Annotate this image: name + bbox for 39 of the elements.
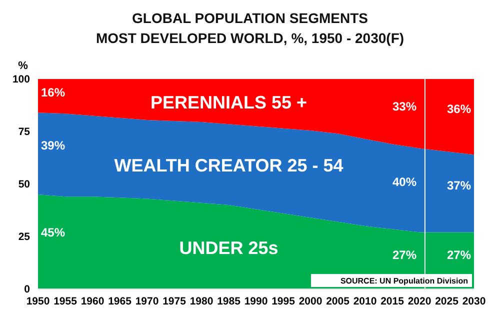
data-label: 36% (446, 102, 472, 116)
data-label: 33% (392, 100, 417, 114)
series-label: PERENNIALS 55 + (150, 92, 308, 113)
x-tick-label: 1960 (80, 295, 104, 308)
chart-subtitle: MOST DEVELOPED WORLD, %, 1950 - 2030(F) (94, 29, 406, 48)
x-tick-label: 1985 (217, 295, 241, 308)
data-label: 16% (41, 85, 66, 100)
source-note: SOURCE: UN Population Division (311, 274, 472, 287)
data-label: 39% (41, 138, 66, 152)
x-tick-label: 2010 (353, 295, 377, 308)
x-tick-label: 1955 (54, 295, 78, 308)
y-tick-label: 25 (18, 231, 30, 244)
y-tick-label: 0 (24, 284, 30, 296)
x-tick-label: 1950 (26, 295, 50, 308)
x-tick-label: 2020 (408, 295, 432, 308)
data-label: 40% (392, 174, 417, 189)
x-tick-label: 1975 (162, 295, 186, 308)
x-tick-label: 2025 (435, 295, 459, 308)
x-tick-label: 1990 (244, 295, 268, 308)
x-tick-label: 1970 (135, 295, 159, 308)
x-tick-label: 2030 (462, 295, 486, 308)
y-tick-label: 50 (18, 178, 30, 191)
series-label: UNDER 25s (179, 238, 278, 258)
x-tick-label: 1965 (108, 295, 132, 308)
chart-title: GLOBAL POPULATION SEGMENTS (131, 9, 369, 28)
x-tick-label: 1980 (190, 295, 214, 308)
y-axis-title: % (18, 60, 28, 72)
y-tick-label: 100 (12, 74, 30, 86)
x-tick-label: 2000 (298, 295, 322, 308)
data-label: 37% (446, 178, 472, 193)
series-label: WEALTH CREATOR 25 - 54 (114, 156, 344, 176)
annotation: SOURCE: UN Population Division (340, 276, 468, 286)
x-tick-label: 1995 (272, 295, 296, 308)
y-tick-label: 75 (18, 126, 30, 138)
data-label: 27% (392, 248, 417, 262)
x-tick-label: 2015 (380, 295, 404, 308)
data-label: 27% (446, 248, 472, 262)
data-label: 45% (41, 225, 66, 240)
x-tick-label: 2005 (326, 295, 350, 308)
